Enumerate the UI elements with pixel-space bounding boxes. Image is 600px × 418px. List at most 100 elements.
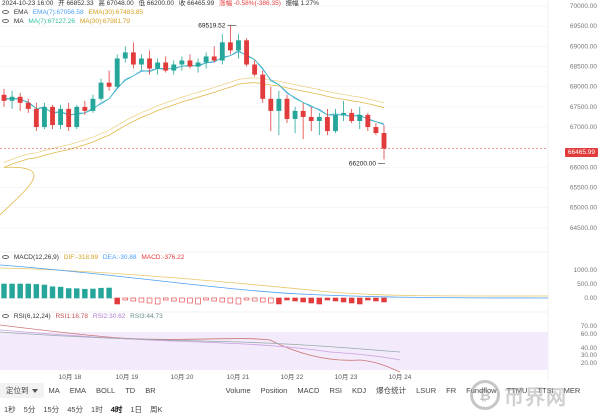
macd-bar <box>41 284 48 299</box>
macd-bar <box>235 297 242 305</box>
dea-value: DEA:-30.88 <box>102 254 137 261</box>
macd-bar <box>98 287 104 299</box>
legend-date: 2024-10-23 16:00 <box>2 0 54 7</box>
macd-bar <box>179 297 185 303</box>
macd-bar <box>227 297 234 304</box>
candle-body <box>316 116 322 121</box>
eye-icon[interactable] <box>2 10 9 15</box>
indicator-boll[interactable]: BOLL <box>96 386 116 395</box>
candle-body <box>17 96 23 103</box>
candle-body <box>114 58 120 87</box>
macd-bar <box>195 297 201 305</box>
candlestick-chart[interactable]: 70000.00 69500.00 69000.00 68500.00 68000.00… <box>0 0 600 382</box>
interval-15m[interactable]: 15分 <box>43 404 60 414</box>
dea-line <box>0 264 549 299</box>
interval-5m[interactable]: 5分 <box>23 404 36 414</box>
locate-tab[interactable]: 定位到 <box>0 383 44 398</box>
price-tick: 67000.00 <box>570 124 597 131</box>
ema-legend: EMA EMA(7):67056.58 EMA(30):67483.85 <box>2 9 146 17</box>
interval-45m[interactable]: 45分 <box>67 404 84 414</box>
watermark-text: 币界网 <box>504 386 567 409</box>
candle-body <box>373 127 379 134</box>
macd-bar <box>49 286 56 299</box>
candle-body <box>324 116 330 132</box>
candle-body <box>58 108 64 126</box>
macd-bar <box>65 288 72 299</box>
watermark-logo: ₿ 币界网 <box>470 376 590 414</box>
eye-icon[interactable] <box>2 255 9 260</box>
indicator-ttmu[interactable]: TTMU <box>506 386 528 395</box>
macd-bar <box>365 297 371 301</box>
interval-1d[interactable]: 1日 <box>130 404 143 414</box>
indicator-position[interactable]: Position <box>260 386 288 395</box>
ema30-line <box>3 82 385 168</box>
candle-body <box>227 42 233 51</box>
indicator-liquidation[interactable]: 爆仓统计 <box>376 386 407 395</box>
ma30-value: MA(30):67981.79 <box>79 18 131 25</box>
candle-body <box>333 114 338 132</box>
price-tick: 69500.00 <box>570 23 597 30</box>
indicator-td[interactable]: TD <box>125 386 136 395</box>
indicator-lsur[interactable]: LSUR <box>416 386 437 395</box>
candle-body <box>341 112 346 115</box>
macd-tick: 500.00 <box>577 281 597 288</box>
price-tick: 66000.00 <box>570 164 597 171</box>
interval-toolbar: 1秒 5分 15分 45分 1时 4时 1日 周K <box>0 400 600 418</box>
price-tick: 68000.00 <box>570 84 597 91</box>
rsi-label: RSI(6,12,24) <box>13 313 51 320</box>
rsi1-value: RSI1:16.78 <box>55 313 89 320</box>
candle-body <box>219 42 225 61</box>
indicator-fr[interactable]: FR <box>446 386 457 395</box>
candle-body <box>74 106 80 128</box>
indicator-mer[interactable]: MER <box>563 386 581 395</box>
indicator-volume[interactable]: Volume <box>225 386 251 395</box>
candle-body <box>211 56 217 61</box>
grid <box>0 0 549 382</box>
macd-bar <box>74 288 80 299</box>
moving-average-lines <box>0 50 385 216</box>
rsi-tick: 60.00 <box>581 331 598 338</box>
candle-body <box>292 110 298 119</box>
chart-area[interactable]: 70000.00 69500.00 69000.00 68500.00 68000.00… <box>0 0 600 382</box>
candle-body <box>349 112 355 121</box>
candle-body <box>163 62 169 71</box>
ma7-value: MA(7):67127.26 <box>28 18 75 25</box>
indicator-rsi[interactable]: RSI <box>329 386 342 395</box>
macd-bar <box>251 297 258 302</box>
eye-icon[interactable] <box>2 19 9 24</box>
interval-1h[interactable]: 1时 <box>91 404 103 414</box>
candle-body <box>122 52 128 59</box>
indicator-macd[interactable]: MACD <box>297 386 320 395</box>
interval-1s[interactable]: 1秒 <box>4 404 16 414</box>
interval-4h[interactable]: 4时 <box>110 404 123 414</box>
eye-icon[interactable] <box>2 314 9 319</box>
macd-bar <box>316 297 323 305</box>
ohlc-legend: 2024-10-23 16:00 开 66852.33 高 67048.00 低… <box>2 0 322 8</box>
indicator-ema[interactable]: EMA <box>69 386 87 395</box>
coin-logo-icon: ₿ <box>470 380 500 410</box>
interval-weekly[interactable]: 周K <box>150 404 163 414</box>
rsi-tick: 40.00 <box>581 345 598 352</box>
macd-bar <box>373 297 379 302</box>
price-tick: 69000.00 <box>570 43 597 50</box>
macd-bar <box>82 288 88 299</box>
indicator-ma[interactable]: MA <box>48 386 60 395</box>
candle-body <box>171 64 177 71</box>
rsi-band <box>0 332 548 370</box>
date-tick: 10月 23 <box>335 373 358 381</box>
dif-value: DIF:-318.99 <box>63 254 99 261</box>
macd-bar <box>381 297 387 303</box>
candle-body <box>195 62 201 67</box>
date-tick: 10月 22 <box>281 373 304 381</box>
macd-bar <box>332 297 339 302</box>
indicator-br[interactable]: BR <box>145 386 156 395</box>
legend-high: 高 67048.00 <box>98 0 134 7</box>
ema7-value: EMA(7):67056.58 <box>32 9 84 16</box>
candle-body <box>106 82 112 87</box>
ma-legend: MA MA(7):67127.26 MA(30):67981.79 <box>2 18 133 26</box>
ema30-leadin-line <box>0 166 35 216</box>
macd-bar <box>357 297 363 305</box>
indicator-kdj[interactable]: KDJ <box>351 386 367 395</box>
indicator-ttsi[interactable]: TTSI <box>537 386 554 395</box>
ema30-value: EMA(30):67483.85 <box>88 9 144 16</box>
